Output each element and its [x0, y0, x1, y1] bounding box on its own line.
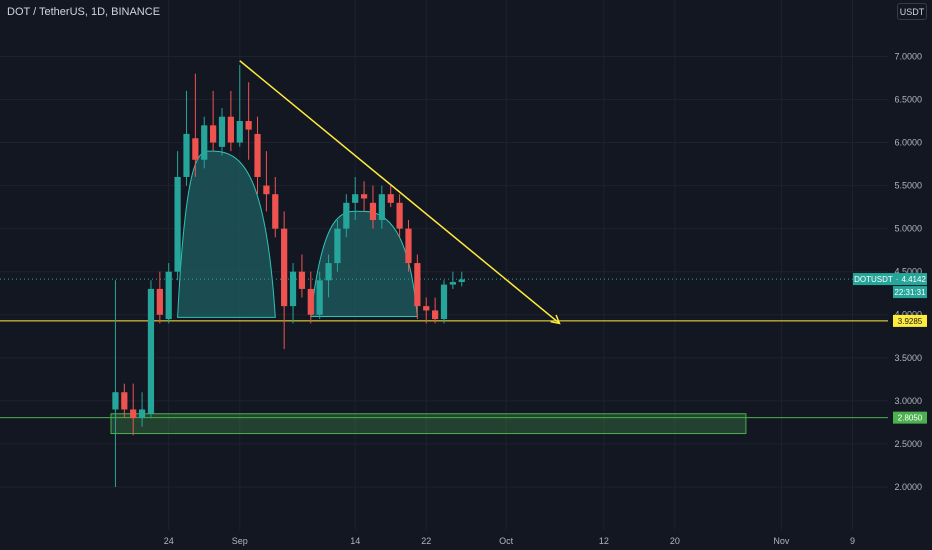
chart-title: DOT / TetherUS, 1D, BINANCE — [7, 6, 161, 18]
candle-body — [210, 125, 217, 143]
candle-body — [165, 271, 172, 320]
x-tick-label: 20 — [670, 536, 680, 546]
candle-body — [334, 228, 341, 264]
candle-body — [112, 392, 119, 410]
candle-body — [440, 284, 448, 320]
candle-body — [147, 288, 155, 414]
head-shoulder-pattern — [177, 150, 418, 318]
last-price-symbol: DOTUSDT · 4.4142 — [854, 275, 926, 284]
candle-body — [138, 409, 146, 419]
candle-body — [405, 228, 412, 264]
candle-body — [325, 263, 332, 281]
y-tick-label: 3.5000 — [894, 353, 922, 363]
y-tick-label: 4.5000 — [894, 267, 922, 277]
price-labels: DOTUSDT · 4.4142 22:31:31 3.9285 2.8050 — [853, 273, 927, 424]
candle-body — [254, 133, 261, 177]
candle-body — [396, 202, 403, 229]
time-axis[interactable]: 24 Sep 14 22 Oct 12 20 Nov 9 — [164, 536, 855, 546]
candle-body — [272, 194, 279, 229]
trendline-group — [239, 60, 561, 325]
candle-body — [298, 271, 306, 289]
support-label: 2.8050 — [898, 414, 923, 423]
y-tick-label: 4.0000 — [894, 310, 922, 320]
candle-body — [307, 288, 314, 315]
support-badge — [893, 411, 927, 424]
candle-body — [192, 138, 199, 160]
x-tick-label: Sep — [232, 536, 248, 546]
resistance-badge — [893, 314, 927, 327]
candle-body — [414, 263, 421, 307]
y-tick-label: 6.5000 — [894, 94, 922, 104]
last-price-sep: · — [896, 275, 899, 284]
candle-body — [245, 121, 252, 130]
candle-body — [316, 280, 323, 315]
y-tick-label: 2.5000 — [894, 439, 922, 449]
countdown-badge — [893, 286, 927, 299]
candle-body — [378, 194, 385, 221]
y-tick-label: 5.0000 — [894, 224, 922, 234]
currency-button[interactable]: USDT — [897, 3, 927, 20]
y-tick-label: 3.0000 — [894, 396, 922, 406]
candle-body — [432, 310, 439, 320]
x-tick-label: 14 — [350, 536, 360, 546]
last-price-badge — [853, 273, 927, 286]
support-zone — [110, 413, 747, 435]
candle-body — [183, 133, 190, 177]
x-tick-label: 9 — [850, 536, 855, 546]
y-tick-label: 2.0000 — [894, 482, 922, 492]
candle-body — [236, 121, 243, 143]
y-tick-label: 5.5000 — [894, 181, 922, 191]
x-tick-label: 24 — [164, 536, 174, 546]
candle-body — [227, 116, 234, 143]
candle-body — [130, 409, 137, 419]
candle-body — [156, 288, 163, 315]
candle-body — [458, 279, 465, 283]
chart-grid — [0, 0, 888, 530]
candle-body — [360, 194, 368, 199]
x-tick-label: 12 — [599, 536, 609, 546]
x-tick-label: 22 — [421, 536, 431, 546]
candle-body — [201, 125, 208, 160]
last-price-symbol-text: DOTUSDT — [854, 275, 893, 284]
x-tick-label: Nov — [773, 536, 790, 546]
trendline-arrow-icon — [550, 314, 561, 325]
candle-body — [449, 282, 456, 285]
candle-body — [369, 202, 377, 221]
candle-body — [289, 271, 297, 307]
pattern-arc — [177, 150, 276, 318]
resistance-label: 3.9285 — [898, 317, 923, 326]
candles-group — [112, 65, 465, 487]
support-zone-rect — [110, 413, 747, 435]
candle-body — [121, 392, 128, 410]
candle-body — [343, 202, 350, 229]
y-tick-label: 6.0000 — [894, 138, 922, 148]
x-tick-label: Oct — [499, 536, 514, 546]
candle-body — [218, 116, 226, 147]
price-axis[interactable]: 7.0000 6.5000 6.0000 5.5000 5.0000 4.5000 4.00… — [894, 51, 922, 492]
candle-body — [352, 194, 359, 203]
countdown-label: 22:31:31 — [894, 288, 926, 297]
y-tick-label: 7.0000 — [894, 51, 922, 61]
candle-body — [423, 306, 430, 311]
candle-body — [263, 185, 270, 195]
candle-body — [174, 176, 181, 272]
candle-body — [281, 228, 288, 307]
trendline — [239, 60, 560, 324]
candle-body — [387, 194, 394, 203]
last-price-value: 4.4142 — [901, 275, 926, 284]
